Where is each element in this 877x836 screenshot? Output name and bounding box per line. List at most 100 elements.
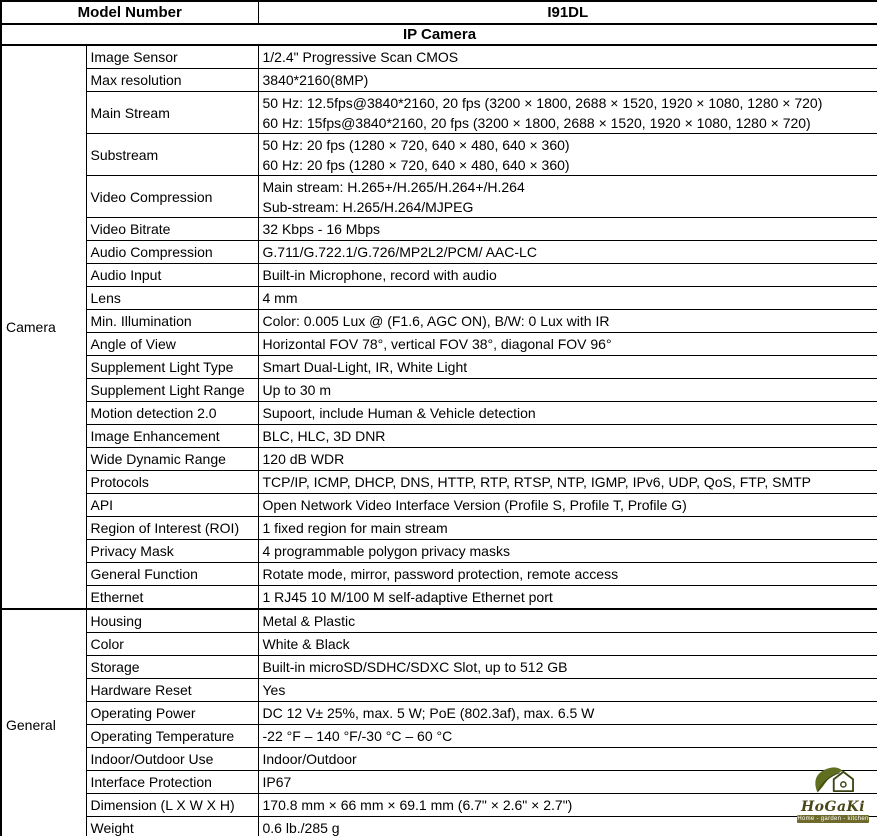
spec-label: Region of Interest (ROI) [85, 516, 259, 540]
spec-value: 50 Hz: 12.5fps@3840*2160, 20 fps (3200 ×… [257, 91, 877, 134]
table-row: Hardware Reset Yes [1, 678, 877, 702]
spec-value: 1/2.4" Progressive Scan CMOS [257, 44, 877, 69]
spec-label: Wide Dynamic Range [85, 447, 259, 471]
spec-value: BLC, HLC, 3D DNR [257, 424, 877, 448]
spec-label: Motion detection 2.0 [85, 401, 259, 425]
spec-label: Hardware Reset [85, 678, 259, 702]
table-row: Image Enhancement BLC, HLC, 3D DNR [1, 424, 877, 448]
spec-label: General Function [85, 562, 259, 586]
spec-label: Image Sensor [85, 44, 259, 69]
spec-label: Operating Power [85, 701, 259, 725]
table-row: Motion detection 2.0 Supoort, include Hum… [1, 401, 877, 425]
table-row: Privacy Mask 4 programmable polygon priva… [1, 539, 877, 563]
table-row: Supplement Light Range Up to 30 m [1, 378, 877, 402]
spec-value: IP67 [257, 770, 877, 794]
spec-label: API [85, 493, 259, 517]
spec-label: Max resolution [85, 68, 259, 92]
spec-value: 50 Hz: 20 fps (1280 × 720, 640 × 480, 64… [257, 133, 877, 176]
spec-label: Angle of View [85, 332, 259, 356]
spec-value: 4 programmable polygon privacy masks [257, 539, 877, 563]
spec-value: Rotate mode, mirror, password protection… [257, 562, 877, 586]
spec-value: Open Network Video Interface Version (Pr… [257, 493, 877, 517]
spec-label: Indoor/Outdoor Use [85, 747, 259, 771]
table-row: Camera Image Sensor 1/2.4" Progressive Sca… [0, 44, 877, 610]
table-row: Interface Protection IP67 [1, 770, 877, 794]
table-row: Protocols TCP/IP, ICMP, DHCP, DNS, HTTP, … [1, 470, 877, 494]
table-row: Wide Dynamic Range 120 dB WDR [1, 447, 877, 471]
spec-value: Up to 30 m [257, 378, 877, 402]
table-row: API Open Network Video Interface Version … [1, 493, 877, 517]
spec-label: Audio Compression [85, 240, 259, 264]
spec-value-line: Sub-stream: H.265/H.264/MJPEG [262, 198, 474, 215]
spec-value: Main stream: H.265+/H.265/H.264+/H.264 Su… [257, 175, 877, 218]
spec-value: DC 12 V± 25%, max. 5 W; PoE (802.3af), m… [257, 701, 877, 725]
spec-label: Audio Input [85, 263, 259, 287]
table-row: Indoor/Outdoor Use Indoor/Outdoor [1, 747, 877, 771]
table-row: IP Camera [0, 23, 877, 46]
spec-label: Dimension (L X W X H) [85, 793, 259, 817]
table-row: Substream 50 Hz: 20 fps (1280 × 720, 640 … [1, 133, 877, 176]
spec-label: Housing [85, 608, 259, 633]
spec-label: Supplement Light Range [85, 378, 259, 402]
table-row: General Housing Metal & Plastic [0, 608, 877, 836]
model-number-value: I91DL [257, 0, 877, 25]
spec-label: Min. Illumination [85, 309, 259, 333]
category-header: IP Camera [0, 23, 877, 46]
spec-value-line: 50 Hz: 12.5fps@3840*2160, 20 fps (3200 ×… [262, 94, 823, 111]
spec-value: Indoor/Outdoor [257, 747, 877, 771]
spec-value-line: 60 Hz: 15fps@3840*2160, 20 fps (3200 × 1… [262, 114, 811, 131]
spec-value: Metal & Plastic [257, 608, 877, 633]
spec-value: 170.8 mm × 66 mm × 69.1 mm (6.7" × 2.6" … [257, 793, 877, 817]
spec-label: Protocols [85, 470, 259, 494]
section-group-cell: General [0, 608, 87, 836]
model-number-header: Model Number [0, 0, 259, 25]
spec-label: Privacy Mask [85, 539, 259, 563]
spec-label: Operating Temperature [85, 724, 259, 748]
spec-value: Yes [257, 678, 877, 702]
spec-label: Storage [85, 655, 259, 679]
spec-value: White & Black [257, 632, 877, 656]
table-row: Audio Compression G.711/G.722.1/G.726/MP2… [1, 240, 877, 264]
table-row: Max resolution 3840*2160(8MP) [1, 68, 877, 92]
spec-label: Interface Protection [85, 770, 259, 794]
table-row: Color White & Black [1, 632, 877, 656]
table-row: Video Bitrate 32 Kbps - 16 Mbps [1, 217, 877, 241]
spec-label: Main Stream [85, 91, 259, 134]
spec-value: Built-in Microphone, record with audio [257, 263, 877, 287]
spec-label: Color [85, 632, 259, 656]
table-row: Ethernet 1 RJ45 10 M/100 M self-adaptive … [1, 585, 877, 610]
table-row: Supplement Light Type Smart Dual-Light, I… [1, 355, 877, 379]
spec-value: TCP/IP, ICMP, DHCP, DNS, HTTP, RTP, RTSP… [257, 470, 877, 494]
table-row: Model Number I91DL [0, 0, 877, 25]
spec-value: G.711/G.722.1/G.726/MP2L2/PCM/ AAC-LC [257, 240, 877, 264]
spec-label: Weight [85, 816, 259, 836]
table-row: Min. Illumination Color: 0.005 Lux @ (F1.… [1, 309, 877, 333]
spec-label: Substream [85, 133, 259, 176]
spec-value: Horizontal FOV 78°, vertical FOV 38°, di… [257, 332, 877, 356]
table-row: Audio Input Built-in Microphone, record w… [1, 263, 877, 287]
table-row: Operating Temperature -22 °F – 140 °F/-30… [1, 724, 877, 748]
table-row: Storage Built-in microSD/SDHC/SDXC Slot, … [1, 655, 877, 679]
table-row: General Function Rotate mode, mirror, pas… [1, 562, 877, 586]
spec-label: Supplement Light Type [85, 355, 259, 379]
spec-value: Color: 0.005 Lux @ (F1.6, AGC ON), B/W: … [257, 309, 877, 333]
spec-value: 1 RJ45 10 M/100 M self-adaptive Ethernet… [257, 585, 877, 610]
table-row: Main Stream 50 Hz: 12.5fps@3840*2160, 20 … [1, 91, 877, 134]
spec-value-line: 60 Hz: 20 fps (1280 × 720, 640 × 480, 64… [262, 156, 570, 173]
spec-label: Video Compression [85, 175, 259, 218]
spec-value: -22 °F – 140 °F/-30 °C – 60 °C [257, 724, 877, 748]
spec-value: 32 Kbps - 16 Mbps [257, 217, 877, 241]
spec-value: 1 fixed region for main stream [257, 516, 877, 540]
table-row: Video Compression Main stream: H.265+/H.2… [1, 175, 877, 218]
spec-value: Supoort, include Human & Vehicle detecti… [257, 401, 877, 425]
table-row: Weight 0.6 lb./285 g [1, 816, 877, 836]
spec-label: Video Bitrate [85, 217, 259, 241]
spec-value: 120 dB WDR [257, 447, 877, 471]
table-row: Angle of View Horizontal FOV 78°, vertica… [1, 332, 877, 356]
section-group-cell: Camera [0, 44, 87, 610]
spec-label: Lens [85, 286, 259, 310]
spec-value: 3840*2160(8MP) [257, 68, 877, 92]
spec-label: Ethernet [85, 585, 259, 610]
table-row: Lens 4 mm [1, 286, 877, 310]
